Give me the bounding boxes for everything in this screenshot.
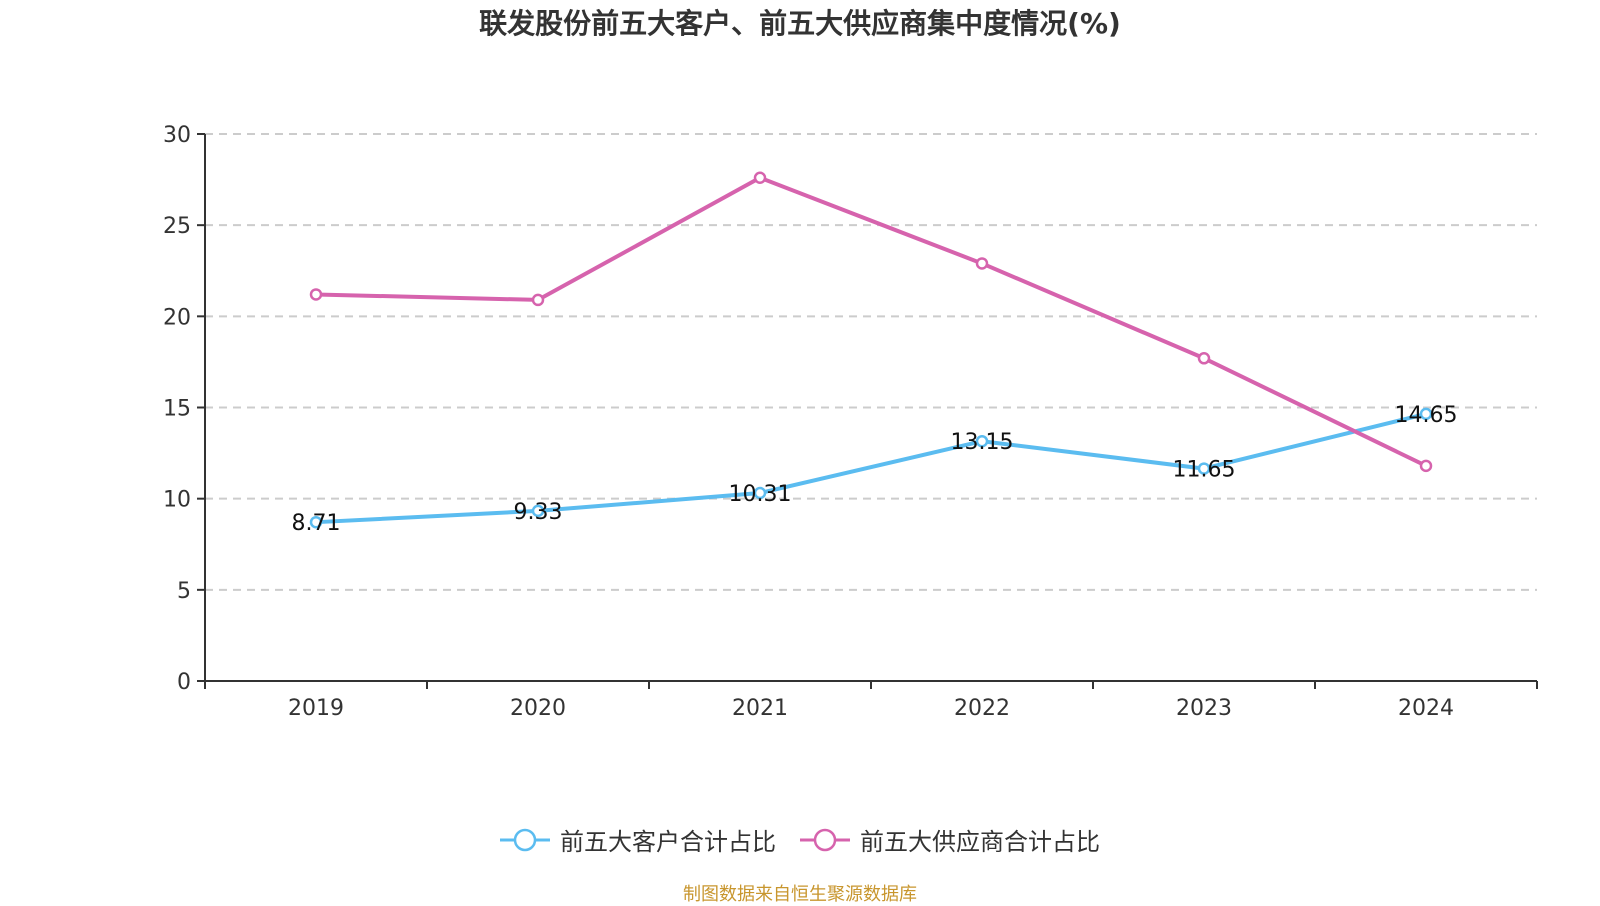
x-tick-label: 2021 (732, 696, 788, 721)
data-point (1197, 352, 1211, 365)
data-point (975, 257, 989, 270)
y-tick-label: 15 (163, 397, 191, 422)
x-tick-label: 2020 (510, 696, 566, 721)
x-tick-label: 2024 (1398, 696, 1454, 721)
y-tick-label: 0 (177, 670, 191, 695)
data-point (1419, 407, 1433, 421)
legend-label-suppliers: 前五大供应商合计占比 (860, 828, 1100, 856)
legend-marker-customers-icon (500, 828, 550, 851)
x-tick-label: 2019 (288, 696, 344, 721)
y-tick-label: 10 (163, 488, 191, 513)
legend: 前五大客户合计占比 前五大供应商合计占比 (0, 822, 1600, 857)
data-label: 11.65 (1173, 458, 1236, 483)
data-point (753, 171, 767, 185)
y-tick-label: 20 (163, 305, 191, 330)
data-point (753, 486, 767, 500)
data-point (975, 434, 989, 448)
y-tick-label: 25 (163, 214, 191, 239)
data-label: 10.31 (729, 482, 792, 507)
data-point (1197, 462, 1211, 475)
data-point (1419, 459, 1433, 473)
legend-item-customers[interactable]: 前五大客户合计占比 (500, 822, 776, 857)
series-line-0 (315, 411, 1427, 525)
x-tick-label: 2023 (1176, 696, 1232, 721)
data-label: 9.33 (514, 500, 563, 525)
data-point (531, 293, 545, 307)
data-point (531, 504, 545, 518)
data-source-note: 制图数据来自恒生聚源数据库 (683, 884, 917, 905)
data-label: 13.15 (951, 430, 1014, 455)
grid-lines (205, 133, 1537, 591)
series (309, 171, 1433, 529)
chart-title: 联发股份前五大客户、前五大供应商集中度情况(%) (479, 7, 1121, 40)
data-label: 14.65 (1395, 403, 1458, 428)
data-point (309, 515, 323, 529)
legend-marker-suppliers-icon (800, 828, 850, 851)
legend-item-suppliers[interactable]: 前五大供应商合计占比 (800, 822, 1100, 857)
data-labels: 8.71 9.33 10.31 13.15 11.65 14.65 (292, 403, 1458, 536)
axes: 0 5 10 15 20 25 30 2019 2020 2021 2022 2023 2024 (163, 123, 1538, 721)
y-tick-label: 30 (163, 123, 191, 148)
data-label: 8.71 (292, 511, 341, 536)
legend-label-customers: 前五大客户合计占比 (560, 828, 776, 856)
series-line-1 (315, 175, 1427, 468)
y-tick-label: 5 (177, 579, 191, 604)
x-tick-label: 2022 (954, 696, 1010, 721)
data-point (309, 288, 323, 301)
